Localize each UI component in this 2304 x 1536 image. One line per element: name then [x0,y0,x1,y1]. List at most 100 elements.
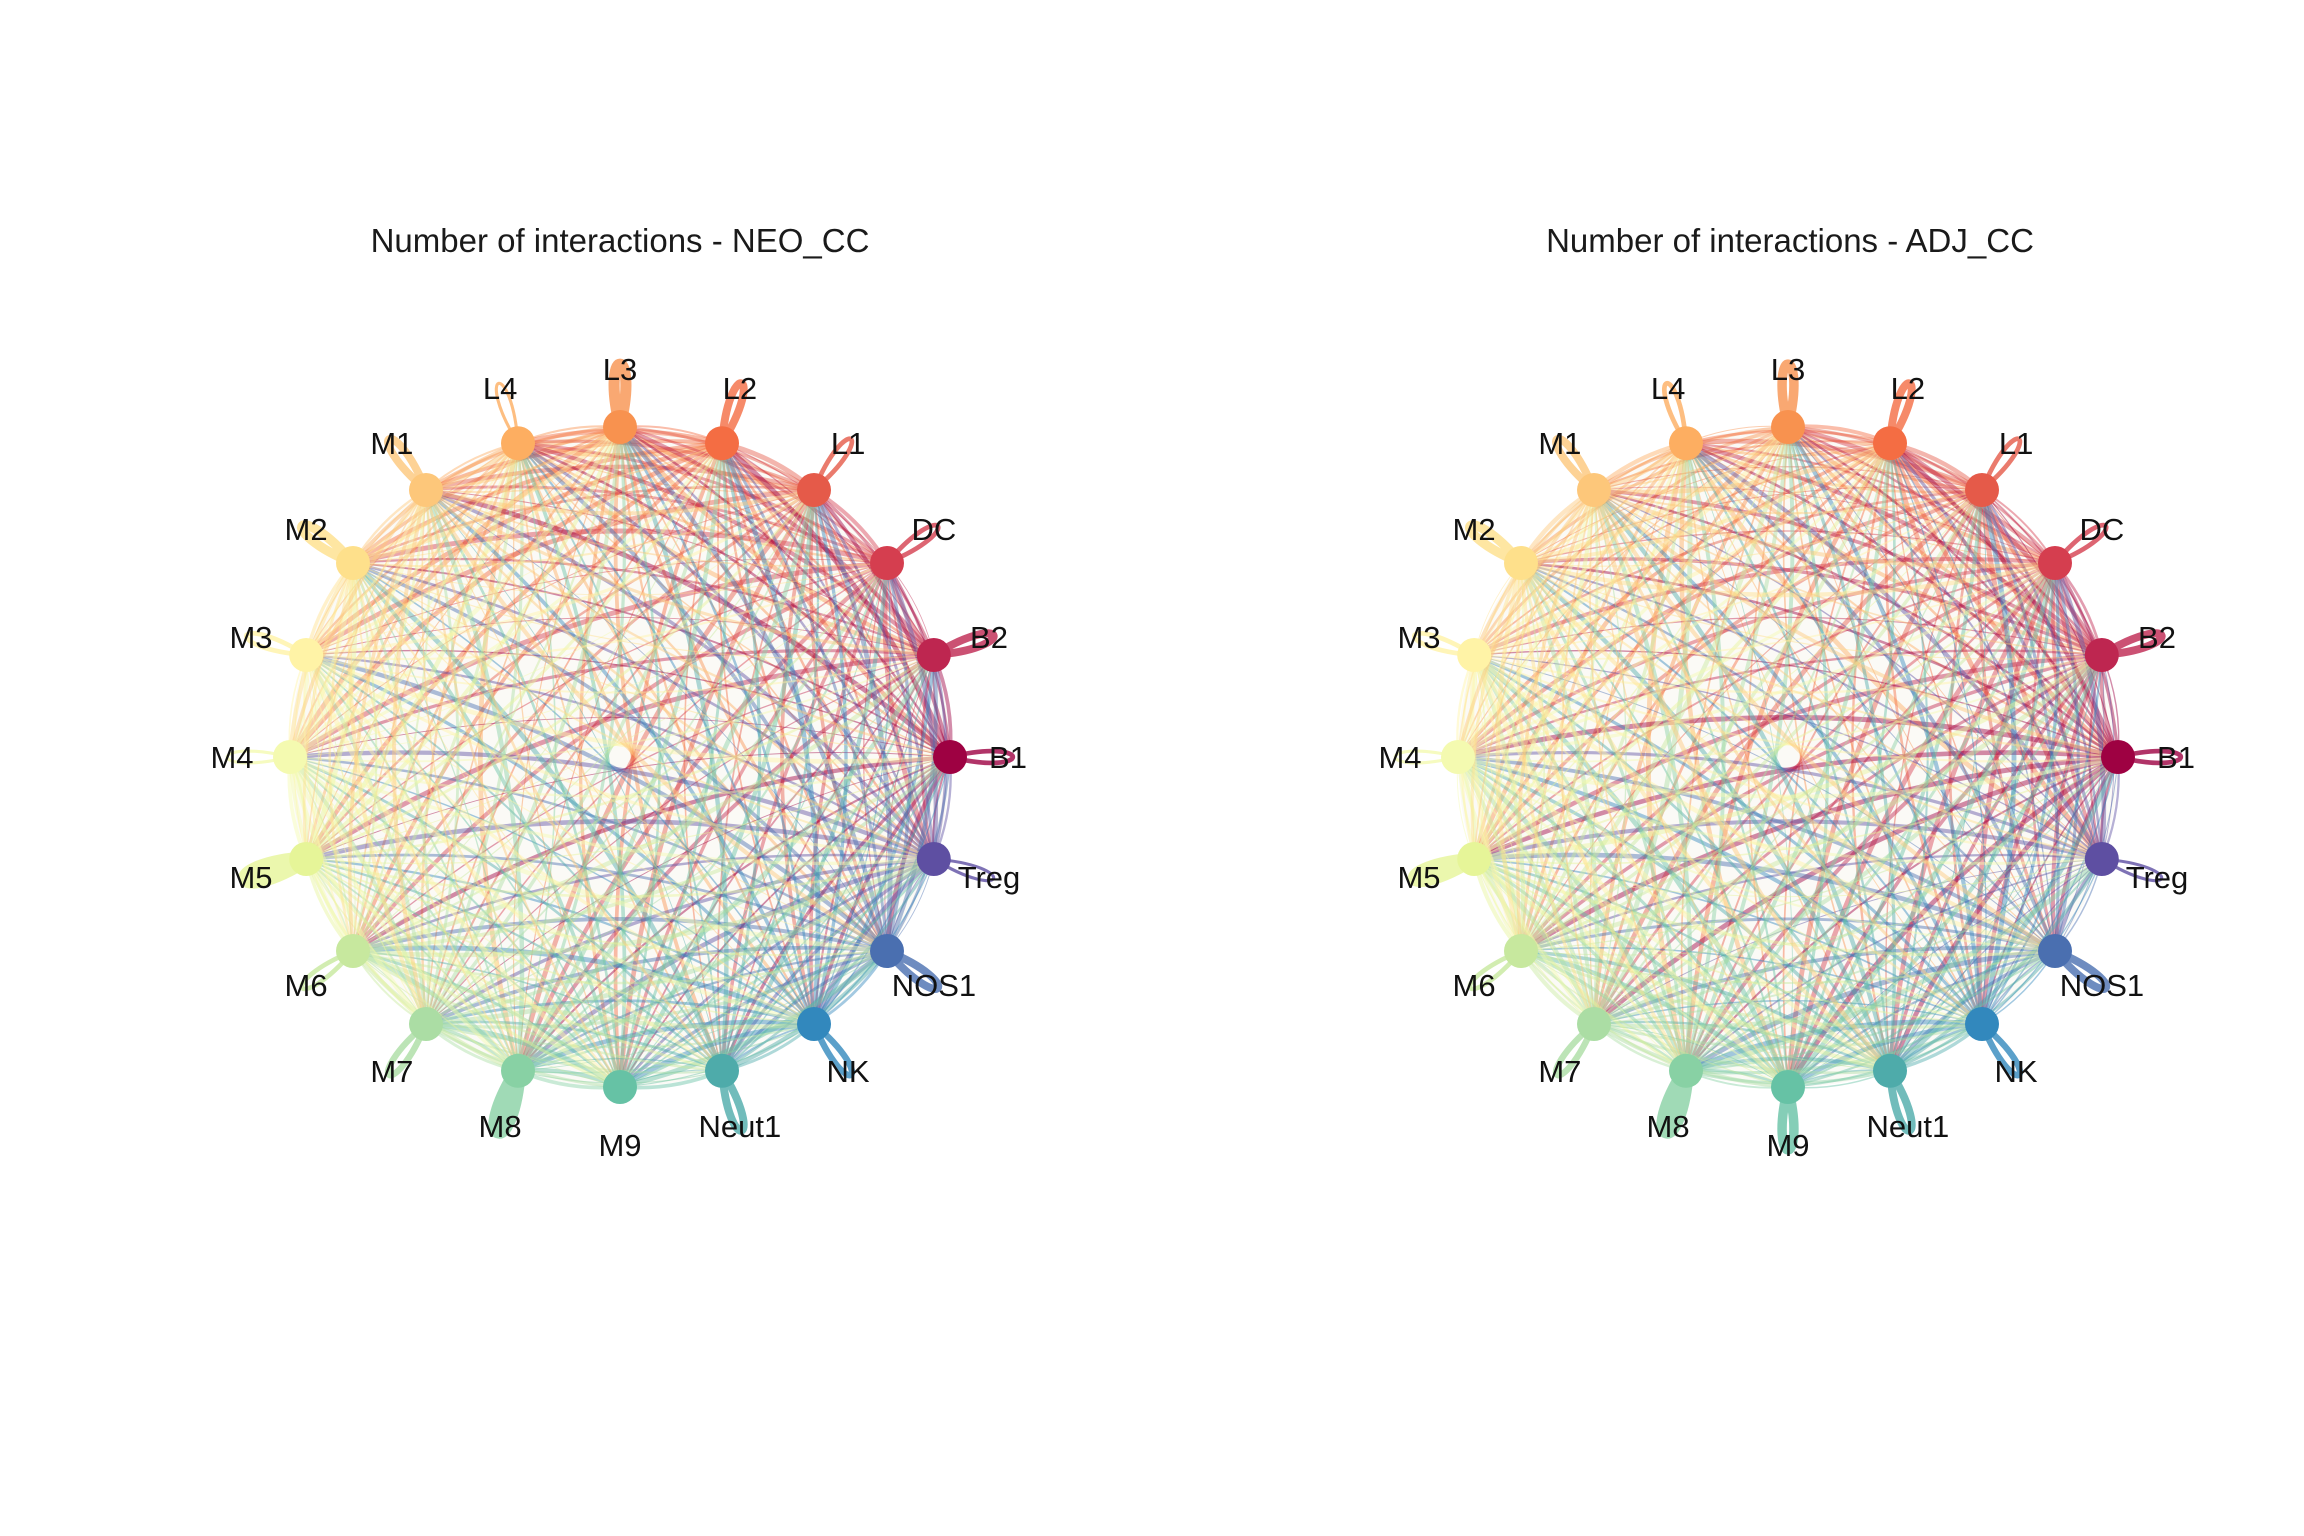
interaction-edge-M3-to-Neut1 [304,654,723,1073]
edge-layer [287,424,953,1090]
interaction-edge-B1-to-L2 [720,441,953,758]
interaction-edge-Treg-to-M1 [1593,489,2103,860]
interaction-edge-B1-to-M9 [1785,754,2120,1089]
self-loop-L3 [608,358,632,429]
self-loop-M8 [488,1066,526,1139]
interaction-edge-B2-to-L2 [721,442,935,656]
interaction-edge-DC-to-M9 [618,561,889,1088]
interaction-edge-L2-to-M6 [351,441,724,952]
node-M2 [336,546,370,580]
interaction-edge-M4-to-DC [289,562,888,758]
interaction-edge-M6-to-Neut1 [352,949,723,1073]
interaction-edge-L4-to-Treg [516,442,935,861]
node-NK [1965,1007,1999,1041]
interaction-edge-M4-to-L4 [289,442,520,758]
interaction-edge-NK-to-L4 [517,442,816,1025]
interaction-edge-L2-to-M2 [351,441,723,565]
interaction-edge-L4-to-DC [1685,442,2056,564]
node-label-NK: NK [827,1054,870,1089]
interaction-edge-M3-to-M1 [1473,489,1595,656]
interaction-edge-M4-to-B1 [289,755,951,798]
interaction-edge-M8-to-M1 [1592,489,1693,1071]
interaction-edge-L4-to-Neut1 [1685,443,1891,1072]
interaction-edge-L4-to-M5 [1472,442,1688,860]
node-label-M8: M8 [479,1109,522,1144]
interaction-edge-M1-to-NOS1 [1592,488,2057,953]
interaction-edge-L3-to-M5 [1472,425,1790,860]
interaction-edge-L4-to-L1 [517,442,815,493]
interaction-edge-L4-to-M8 [477,442,521,1072]
node-label-L2: L2 [1891,371,1925,406]
interaction-edge-Treg-to-L1 [1980,489,2104,860]
interaction-edge-M1-to-M8 [1589,489,1687,1072]
interaction-edge-L2-to-M4 [288,441,723,759]
interaction-edge-M7-to-M1 [424,489,460,1025]
interaction-edge-M8-to-Treg [1685,857,2104,1074]
node-M7 [409,1007,443,1041]
interaction-edge-NK-to-B1 [1981,756,2119,1025]
interaction-edge-M7-to-DC [1593,562,2057,1026]
node-M4 [273,740,307,774]
interaction-edge-M8-to-Treg [517,858,935,1072]
interaction-edge-L4-to-L2 [1685,441,1891,457]
interaction-edge-M7-to-M3 [1472,654,1596,1025]
interaction-edge-M8-to-L4 [1684,442,1726,1072]
interaction-edge-Treg-to-NK [1981,858,2103,1025]
interaction-edge-M2-to-L2 [1520,441,1892,565]
interaction-edge-L2-to-NOS1 [1889,443,2056,952]
interaction-edge-M6-to-L1 [1520,489,1984,953]
interaction-edge-M8-to-M2 [1519,562,1688,1071]
interaction-edge-L1-to-M5 [1472,488,1983,861]
interaction-edge-M1-to-M7 [1561,489,1595,1025]
interaction-edge-Treg-to-M4 [289,750,935,861]
interaction-edge-L2-to-M5 [304,441,724,861]
interaction-edge-L3-to-NK [618,426,815,1025]
interaction-edge-DC-to-M8 [516,561,889,1072]
interaction-edge-M1-to-B2 [1593,489,2102,656]
interaction-edge-M9-to-M5 [305,858,621,1088]
interaction-edge-M2-to-NOS1 [1519,561,2056,953]
interaction-edge-B2-to-Neut1 [721,654,935,1071]
interaction-edge-M9-to-M4 [289,756,621,1088]
self-loop-M7 [1553,1021,1597,1079]
interaction-edge-Neut1-to-L3 [617,426,729,1071]
node-L4 [1669,426,1703,461]
interaction-edge-M6-to-Treg [352,856,935,958]
interaction-edge-M4-to-M8 [288,756,520,1073]
interaction-edge-L1-to-M7 [1591,488,1984,1025]
node-M9 [603,1070,637,1104]
interaction-edge-L3-to-Neut1 [1782,426,1891,1072]
interaction-edge-M1-to-M5 [1473,489,1595,860]
interaction-edge-M4-to-NOS1 [1457,756,2056,953]
interaction-edge-DC-to-Neut1 [1887,561,2057,1071]
interaction-edge-M3-to-NK [304,653,815,1026]
interaction-edge-L2-to-B1 [720,442,952,759]
interaction-edge-L1-to-M1 [425,464,815,493]
interaction-edge-M8-to-M1 [423,489,525,1071]
interaction-edge-L4-to-M6 [1519,442,1688,952]
node-label-M9: M9 [1766,1128,1809,1163]
interaction-edge-M5-to-M1 [1472,489,1597,861]
interaction-edge-M1-to-M7 [392,489,428,1025]
interaction-edge-M4-to-M1 [1456,489,1597,759]
node-DC [870,546,904,580]
interaction-edge-M1-to-M5 [305,489,427,860]
interaction-edge-B1-to-M1 [425,487,952,759]
interaction-edge-NK-to-M5 [1474,858,1983,1025]
interaction-edge-L3-to-M5 [305,426,621,860]
interaction-edge-Treg-to-DC [2052,562,2107,860]
interaction-edge-L2-to-DC [1888,441,2056,565]
interaction-edge-M5-to-L3 [1473,426,1789,860]
interaction-edge-Treg-to-M6 [1520,853,2102,953]
interaction-edge-B1-to-M2 [352,562,951,758]
interaction-edge-M4-to-L2 [289,442,724,759]
node-L3 [1771,410,1805,444]
interaction-edge-DC-to-Treg [882,562,937,860]
interaction-edge-NK-to-M4 [289,756,815,1025]
interaction-edge-B1-to-M8 [1685,756,2119,1072]
self-loop-L2 [1886,379,1916,446]
interaction-edge-Neut1-to-M4 [1457,755,1892,1072]
interaction-edge-Treg-to-M3 [1474,654,2103,860]
interaction-edge-M3-to-L1 [306,488,815,657]
interaction-edge-M9-to-M3 [1472,653,1791,1088]
